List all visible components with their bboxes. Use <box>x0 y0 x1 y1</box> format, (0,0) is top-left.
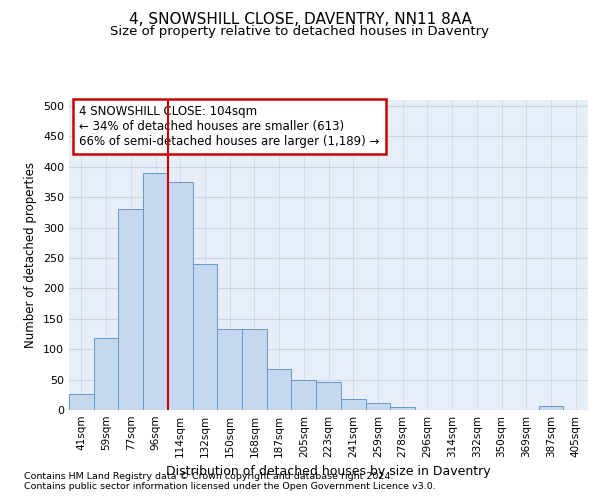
Bar <box>217 329 242 410</box>
Bar <box>168 182 193 410</box>
X-axis label: Distribution of detached houses by size in Daventry: Distribution of detached houses by size … <box>166 466 491 478</box>
Text: Size of property relative to detached houses in Daventry: Size of property relative to detached ho… <box>110 25 490 38</box>
Bar <box>193 264 217 410</box>
Bar <box>316 382 341 410</box>
Bar <box>69 394 94 410</box>
Bar <box>118 210 143 410</box>
Text: Contains public sector information licensed under the Open Government Licence v3: Contains public sector information licen… <box>24 482 436 491</box>
Bar <box>341 399 365 410</box>
Bar <box>365 402 390 410</box>
Text: 4, SNOWSHILL CLOSE, DAVENTRY, NN11 8AA: 4, SNOWSHILL CLOSE, DAVENTRY, NN11 8AA <box>128 12 472 28</box>
Bar <box>390 407 415 410</box>
Bar <box>539 406 563 410</box>
Bar <box>143 173 168 410</box>
Y-axis label: Number of detached properties: Number of detached properties <box>25 162 37 348</box>
Bar <box>267 368 292 410</box>
Text: 4 SNOWSHILL CLOSE: 104sqm
← 34% of detached houses are smaller (613)
66% of semi: 4 SNOWSHILL CLOSE: 104sqm ← 34% of detac… <box>79 104 380 148</box>
Bar <box>292 380 316 410</box>
Text: Contains HM Land Registry data © Crown copyright and database right 2024.: Contains HM Land Registry data © Crown c… <box>24 472 394 481</box>
Bar <box>242 329 267 410</box>
Bar <box>94 338 118 410</box>
